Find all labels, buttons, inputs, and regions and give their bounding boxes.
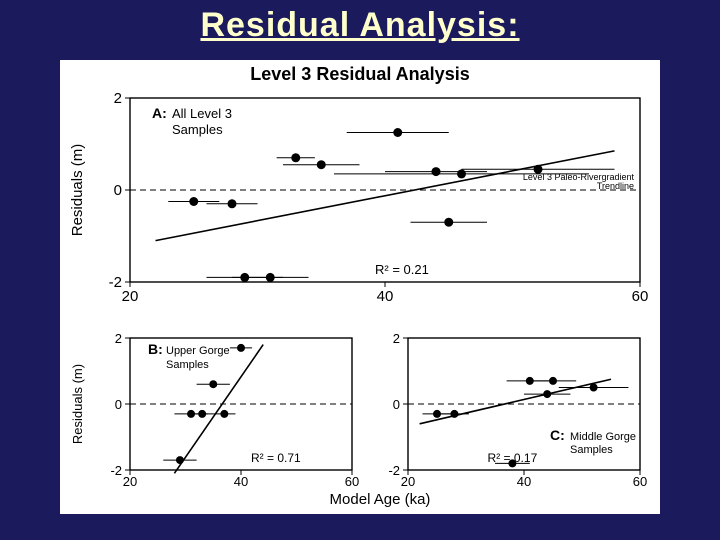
svg-text:60: 60 (633, 474, 647, 489)
svg-text:Samples: Samples (166, 359, 209, 371)
svg-text:2: 2 (393, 331, 400, 346)
svg-text:Samples: Samples (570, 444, 613, 456)
svg-text:0: 0 (393, 397, 400, 412)
svg-text:Model Age (ka): Model Age (ka) (330, 491, 431, 508)
svg-text:20: 20 (122, 288, 139, 305)
svg-text:A:: A: (152, 105, 167, 121)
svg-text:60: 60 (345, 474, 359, 489)
svg-text:20: 20 (401, 474, 415, 489)
svg-text:Upper Gorge: Upper Gorge (166, 345, 230, 357)
figure-container: Level 3 Residual Analysis Residuals (m) Re… (60, 60, 660, 514)
svg-text:Residuals (m): Residuals (m) (70, 364, 85, 444)
svg-text:-2: -2 (110, 463, 122, 478)
svg-text:-2: -2 (109, 274, 122, 291)
svg-text:R² = 0.17: R² = 0.17 (488, 451, 538, 465)
svg-text:40: 40 (377, 288, 394, 305)
svg-text:60: 60 (632, 288, 649, 305)
svg-text:Level 3 Residual Analysis: Level 3 Residual Analysis (250, 64, 469, 84)
figure-svg: Level 3 Residual Analysis Residuals (m) Re… (60, 60, 660, 514)
svg-text:0: 0 (115, 397, 122, 412)
svg-text:-2: -2 (388, 463, 400, 478)
svg-text:40: 40 (517, 474, 531, 489)
svg-text:R² = 0.21: R² = 0.21 (375, 262, 429, 277)
svg-text:R² = 0.71: R² = 0.71 (251, 451, 301, 465)
svg-text:Residuals (m): Residuals (m) (69, 144, 86, 237)
slide-title: Residual Analysis: (0, 6, 720, 45)
svg-text:20: 20 (123, 474, 137, 489)
svg-text:Samples: Samples (172, 122, 223, 137)
svg-text:All Level 3: All Level 3 (172, 106, 232, 121)
svg-text:B:: B: (148, 341, 163, 357)
svg-text:0: 0 (114, 182, 122, 199)
svg-text:Trendline: Trendline (597, 181, 634, 191)
svg-text:2: 2 (114, 90, 122, 107)
svg-text:40: 40 (234, 474, 248, 489)
svg-text:C:: C: (550, 427, 565, 443)
svg-text:2: 2 (115, 331, 122, 346)
svg-text:Middle Gorge: Middle Gorge (570, 431, 636, 443)
